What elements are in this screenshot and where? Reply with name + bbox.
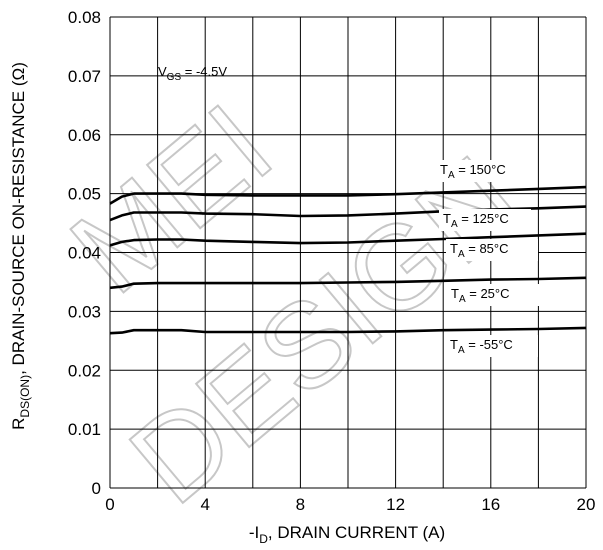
y-tick-label: 0.01 — [68, 420, 101, 439]
y-tick-label: 0.04 — [68, 244, 101, 263]
condition-label: VGS = -4.5V — [158, 64, 227, 83]
y-tick-labels: 0 0.01 0.02 0.03 0.04 0.05 0.06 0.07 0.08 — [68, 8, 101, 498]
curves — [109, 185, 587, 335]
series-label: TA = 150°C — [440, 162, 506, 181]
series-label-background — [436, 160, 528, 182]
x-tick-label: 12 — [386, 495, 405, 514]
series-label: TA = -55°C — [450, 337, 513, 356]
series-label-background — [439, 209, 531, 231]
series-label: TA = 25°C — [451, 286, 510, 305]
y-tick-label: 0.05 — [68, 185, 101, 204]
series-line — [109, 326, 587, 335]
series-label-background — [446, 239, 538, 261]
x-tick-label: 16 — [481, 495, 500, 514]
y-tick-label: 0 — [92, 479, 101, 498]
series-label-background — [447, 284, 539, 306]
y-tick-label: 0.08 — [68, 8, 101, 27]
series-label-background — [446, 335, 538, 357]
x-tick-label: 0 — [105, 495, 114, 514]
y-tick-label: 0.02 — [68, 361, 101, 380]
series-line — [109, 232, 587, 247]
x-tick-label: 4 — [200, 495, 209, 514]
x-tick-label: 20 — [577, 495, 596, 514]
x-axis-title: -ID, DRAIN CURRENT (A) — [249, 523, 445, 546]
y-tick-label: 0.07 — [68, 67, 101, 86]
y-tick-label: 0.06 — [68, 126, 101, 145]
series-label: TA = 125°C — [443, 211, 509, 230]
series-label: TA = 85°C — [450, 241, 509, 260]
x-tick-label: 8 — [296, 495, 305, 514]
series-line — [109, 185, 587, 205]
y-tick-label: 0.03 — [68, 302, 101, 321]
series-line — [109, 276, 587, 290]
x-tick-labels: 0 4 8 12 16 20 — [105, 495, 595, 514]
y-axis-title: RDS(ON), DRAIN-SOURCE ON-RESISTANCE (Ω) — [9, 62, 32, 430]
curve-labels: TA = 150°C TA = 125°C TA = 85°C TA = 25°C TA… — [436, 160, 539, 357]
